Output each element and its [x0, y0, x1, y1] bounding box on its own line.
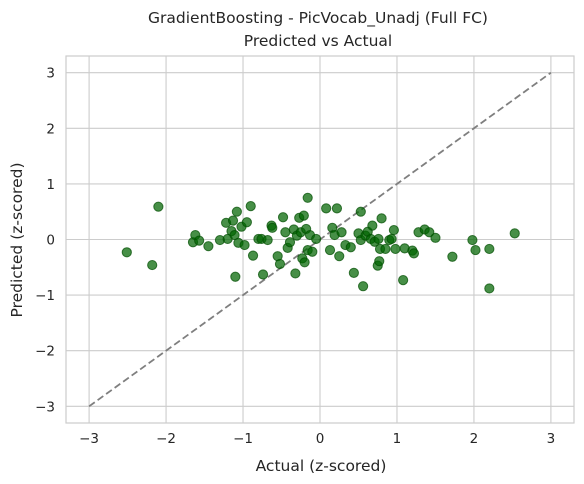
data-point	[194, 235, 205, 246]
data-point	[307, 246, 318, 257]
data-point	[231, 206, 242, 217]
data-point	[470, 244, 481, 256]
data-point	[467, 234, 478, 246]
data-point	[284, 237, 296, 248]
data-point	[373, 233, 384, 245]
data-point	[298, 210, 309, 221]
data-point	[374, 256, 385, 267]
data-point	[509, 228, 520, 239]
data-point	[390, 243, 401, 255]
data-point	[334, 251, 345, 262]
data-point	[311, 233, 322, 245]
data-point	[257, 269, 269, 280]
data-point	[484, 283, 495, 294]
data-point	[299, 257, 310, 268]
data-point	[262, 234, 273, 246]
data-point	[358, 281, 369, 292]
x-tick-label: −3	[79, 431, 99, 447]
data-point	[227, 215, 239, 226]
data-point	[267, 222, 278, 233]
data-point	[324, 244, 336, 256]
data-point	[245, 201, 256, 212]
data-point	[277, 212, 289, 223]
data-point	[331, 203, 343, 214]
chart-title-line-1: GradientBoosting - PicVocab_Unadj (Full …	[148, 9, 488, 28]
tick-labels: −3 −2 −1 0 1 2 3 −3 −2 −1 0 1 2 3	[35, 66, 555, 447]
data-point	[121, 247, 132, 258]
y-tick-label: −2	[35, 344, 55, 360]
x-tick-label: −1	[233, 431, 253, 447]
data-point	[321, 203, 332, 214]
data-point	[230, 271, 241, 282]
y-tick-label: 1	[46, 177, 55, 193]
data-point	[430, 232, 441, 243]
data-point	[280, 227, 291, 238]
chart-title-line-2: Predicted vs Actual	[244, 32, 392, 50]
data-point	[380, 243, 391, 255]
data-point	[367, 220, 378, 231]
x-tick-label: 1	[393, 431, 402, 447]
data-point	[447, 251, 458, 262]
data-point	[345, 242, 356, 253]
x-axis-label: Actual (z-scored)	[256, 457, 387, 475]
x-tick-label: 0	[316, 431, 325, 447]
plot-frame	[65, 55, 575, 424]
data-point	[302, 192, 313, 203]
data-point	[408, 248, 420, 259]
x-tick-label: −2	[156, 431, 176, 447]
y-tick-label: −1	[35, 288, 55, 304]
data-point	[153, 201, 164, 212]
data-point	[203, 241, 214, 252]
data-point	[398, 274, 409, 286]
data-point	[147, 259, 158, 271]
data-points	[121, 192, 520, 294]
y-tick-label: 2	[46, 121, 55, 137]
x-tick-label: 3	[547, 431, 556, 447]
data-point	[274, 258, 286, 270]
data-point	[336, 227, 347, 238]
y-axis-label: Predicted (z-scored)	[8, 163, 26, 318]
data-point	[376, 213, 387, 224]
data-point	[348, 267, 359, 278]
y-tick-label: 0	[46, 233, 55, 249]
y-tick-label: −3	[35, 399, 55, 415]
data-point	[388, 224, 399, 236]
y-tick-label: 3	[46, 66, 55, 82]
data-point	[241, 217, 252, 228]
data-point	[247, 250, 259, 261]
data-point	[239, 239, 250, 251]
data-point	[484, 243, 495, 255]
data-point	[355, 206, 366, 217]
data-point	[386, 233, 397, 245]
data-point	[290, 268, 301, 279]
x-tick-label: 2	[470, 431, 479, 447]
